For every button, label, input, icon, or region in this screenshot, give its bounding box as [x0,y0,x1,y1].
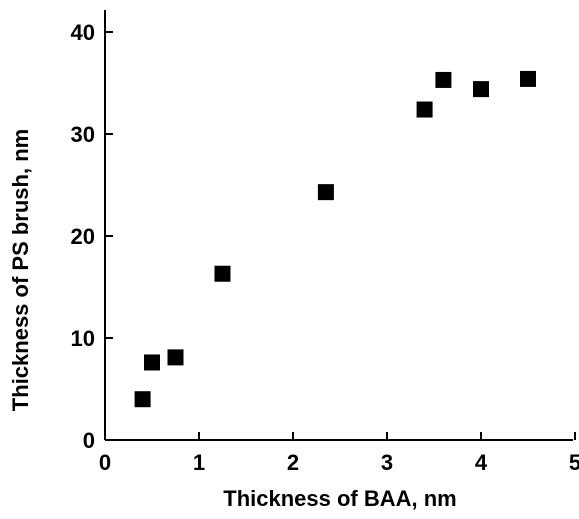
x-axis-title: Thickness of BAA, nm [223,486,456,511]
y-tick-label: 20 [71,224,95,249]
data-point [416,101,433,118]
x-tick-label: 4 [475,450,488,475]
x-tick-label: 0 [99,450,111,475]
y-tick-label: 30 [71,122,95,147]
data-point [520,70,536,87]
x-tick-label: 5 [569,450,579,475]
x-tick-label: 1 [193,450,205,475]
y-tick-label: 10 [71,326,95,351]
x-tick-label: 3 [381,450,393,475]
x-axis-ticks: 0 1 2 3 4 5 [99,432,579,475]
data-points [134,70,536,408]
data-point [134,391,151,408]
data-point [317,184,334,201]
data-point [214,265,231,282]
data-point [435,71,452,88]
x-tick-label: 2 [287,450,299,475]
data-point [167,349,184,366]
y-axis-title: Thickness of PS brush, nm [8,129,33,411]
data-point [144,354,160,371]
data-point [473,81,489,98]
y-tick-label: 40 [71,20,95,45]
y-tick-label: 0 [83,428,95,453]
y-axis-ticks: 0 10 20 30 40 [71,20,113,453]
